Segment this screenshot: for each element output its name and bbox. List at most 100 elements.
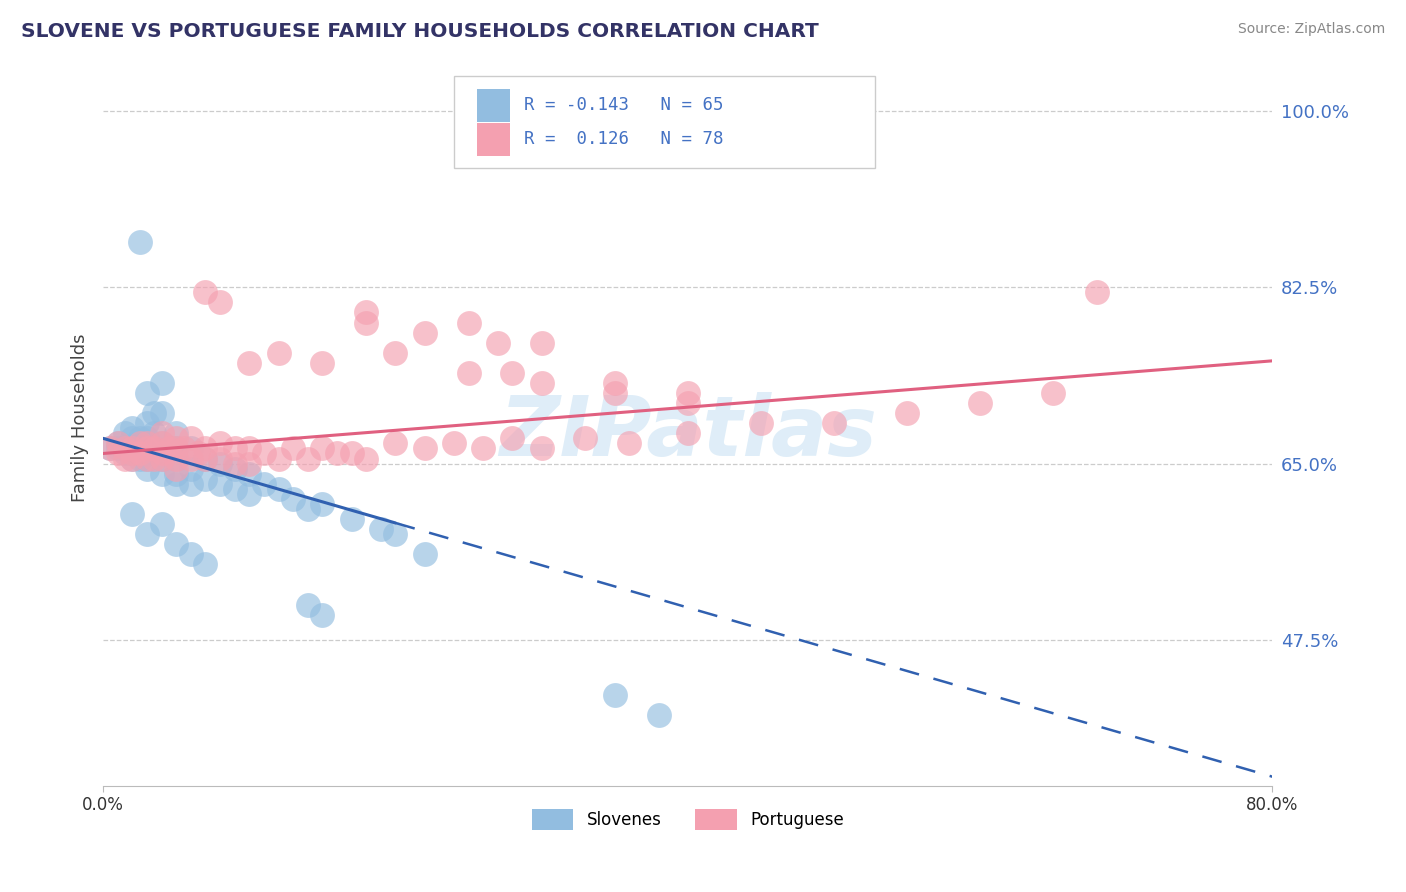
Point [180, 431, 202, 445]
Point [143, 451, 166, 466]
Point [194, 451, 217, 466]
Point [136, 436, 159, 450]
Point [413, 442, 436, 456]
Point [370, 522, 392, 536]
Point [128, 451, 150, 466]
Point [121, 451, 143, 466]
Point [114, 442, 136, 456]
Text: SLOVENE VS PORTUGUESE FAMILY HOUSEHOLDS CORRELATION CHART: SLOVENE VS PORTUGUESE FAMILY HOUSEHOLDS … [21, 22, 818, 41]
Point [128, 431, 150, 445]
Point [136, 451, 159, 466]
Point [224, 482, 246, 496]
Text: ZIPatlas: ZIPatlas [499, 392, 877, 474]
Point [457, 316, 479, 330]
Point [150, 451, 173, 466]
Point [267, 451, 290, 466]
Point [676, 426, 699, 441]
Point [136, 461, 159, 475]
Point [749, 417, 772, 431]
Point [194, 285, 217, 300]
Point [150, 426, 173, 441]
Point [311, 497, 333, 511]
Point [150, 376, 173, 390]
Point [128, 436, 150, 450]
Point [107, 436, 129, 450]
Point [180, 547, 202, 561]
Point [253, 476, 276, 491]
Point [1085, 285, 1108, 300]
Point [165, 426, 187, 441]
Point [136, 442, 159, 456]
Point [100, 442, 122, 456]
FancyBboxPatch shape [454, 77, 875, 169]
Point [603, 386, 626, 401]
Point [121, 451, 143, 466]
Point [165, 451, 187, 466]
Point [143, 426, 166, 441]
Point [267, 345, 290, 359]
Point [121, 446, 143, 460]
Point [180, 442, 202, 456]
Point [180, 476, 202, 491]
Point [121, 431, 143, 445]
Text: Source: ZipAtlas.com: Source: ZipAtlas.com [1237, 22, 1385, 37]
Point [194, 472, 217, 486]
Point [486, 335, 509, 350]
Point [311, 442, 333, 456]
Point [619, 436, 641, 450]
Point [281, 442, 304, 456]
Point [136, 527, 159, 541]
Point [128, 442, 150, 456]
Point [340, 512, 363, 526]
Point [603, 376, 626, 390]
Point [603, 688, 626, 702]
Point [150, 467, 173, 481]
Point [209, 476, 232, 491]
Point [297, 598, 319, 612]
Point [121, 507, 143, 521]
Point [896, 406, 918, 420]
Point [114, 446, 136, 460]
Point [413, 547, 436, 561]
Point [194, 442, 217, 456]
Point [165, 461, 187, 475]
Point [121, 446, 143, 460]
Point [311, 356, 333, 370]
Y-axis label: Family Households: Family Households [72, 334, 89, 502]
Point [253, 446, 276, 460]
Point [384, 436, 406, 450]
Point [530, 335, 553, 350]
Point [267, 482, 290, 496]
Point [107, 446, 129, 460]
Point [180, 461, 202, 475]
Point [107, 442, 129, 456]
Point [209, 436, 232, 450]
Point [326, 446, 349, 460]
Point [969, 396, 991, 410]
Point [180, 451, 202, 466]
Point [823, 417, 845, 431]
Point [238, 467, 260, 481]
Point [224, 457, 246, 471]
Point [165, 467, 187, 481]
Point [143, 442, 166, 456]
Point [281, 491, 304, 506]
Point [121, 442, 143, 456]
Point [165, 442, 187, 456]
Point [354, 451, 377, 466]
Point [443, 436, 465, 450]
Point [1042, 386, 1064, 401]
Point [121, 442, 143, 456]
Point [114, 451, 136, 466]
Point [354, 305, 377, 319]
Point [150, 436, 173, 450]
Point [209, 457, 232, 471]
Point [340, 446, 363, 460]
Point [150, 446, 173, 460]
Point [143, 446, 166, 460]
Point [165, 476, 187, 491]
Point [384, 527, 406, 541]
Point [676, 396, 699, 410]
FancyBboxPatch shape [477, 123, 510, 156]
Point [128, 235, 150, 249]
